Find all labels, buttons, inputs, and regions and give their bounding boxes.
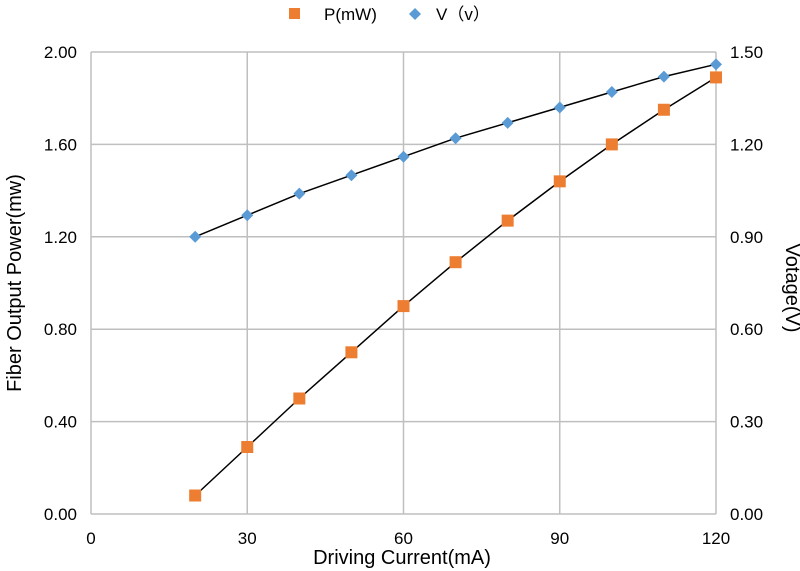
power-data-point	[345, 346, 358, 359]
power-data-point	[449, 256, 462, 269]
ticks: 0.00 0.00 0.40 0.30 0.80 0.60 1.20 0.90 1.60 1.20…	[44, 43, 763, 548]
voltage-data-point	[293, 187, 306, 200]
voltage-data-point	[241, 209, 254, 222]
legend-marker-power	[289, 8, 300, 19]
x-tick-label: 0	[86, 529, 95, 548]
power-data-point	[501, 214, 514, 227]
grid	[90, 51, 717, 515]
y-left-tick-label: 0.80	[44, 320, 77, 339]
y-right-tick-label: 0.90	[730, 228, 763, 247]
legend-label-voltage: V（v）	[436, 5, 490, 24]
x-tick-label: 60	[394, 529, 413, 548]
y-left-tick-label: 0.40	[44, 413, 77, 432]
voltage-data-point	[657, 70, 670, 83]
power-data-point	[553, 175, 566, 188]
voltage-data-point	[449, 132, 462, 145]
voltage-data-point	[501, 116, 514, 129]
power-data-point	[241, 441, 254, 454]
legend-marker-voltage	[409, 8, 421, 20]
x-tick-label: 120	[702, 529, 730, 548]
power-data-point	[397, 300, 410, 313]
trendlines	[194, 63, 717, 497]
y-left-tick-label: 2.00	[44, 43, 77, 62]
legend-label-power: P(mW)	[324, 5, 377, 24]
y-left-tick-label: 0.00	[44, 505, 77, 524]
y-axis-title-right: Votage(V)	[781, 244, 800, 333]
power-data-point	[710, 71, 722, 84]
power-data-point	[293, 392, 306, 405]
legend: P(mW) V（v）	[289, 5, 490, 24]
y-left-tick-label: 1.20	[44, 228, 77, 247]
y-right-tick-label: 1.50	[730, 43, 763, 62]
power-data-point	[189, 489, 202, 502]
y-right-tick-label: 0.00	[730, 505, 763, 524]
y-axis-title-left: Fiber Output Power(mw)	[4, 174, 26, 392]
y-right-tick-label: 0.30	[730, 413, 763, 432]
voltage-data-point	[710, 58, 722, 71]
y-left-tick-label: 1.60	[44, 135, 77, 154]
voltage-data-point	[553, 101, 566, 114]
voltage-data-point	[397, 150, 410, 163]
power-data-point	[657, 103, 670, 116]
x-tick-label: 30	[238, 529, 257, 548]
y-right-tick-label: 0.60	[730, 320, 763, 339]
y-right-tick-label: 1.20	[730, 135, 763, 154]
x-axis-title: Driving Current(mA)	[313, 547, 491, 569]
voltage-data-point	[605, 86, 618, 99]
voltage-data-point	[345, 169, 358, 182]
voltage-trendline	[194, 63, 717, 238]
markers	[189, 58, 722, 502]
x-tick-label: 90	[550, 529, 569, 548]
power-data-point	[605, 138, 618, 151]
voltage-data-point	[189, 230, 202, 243]
